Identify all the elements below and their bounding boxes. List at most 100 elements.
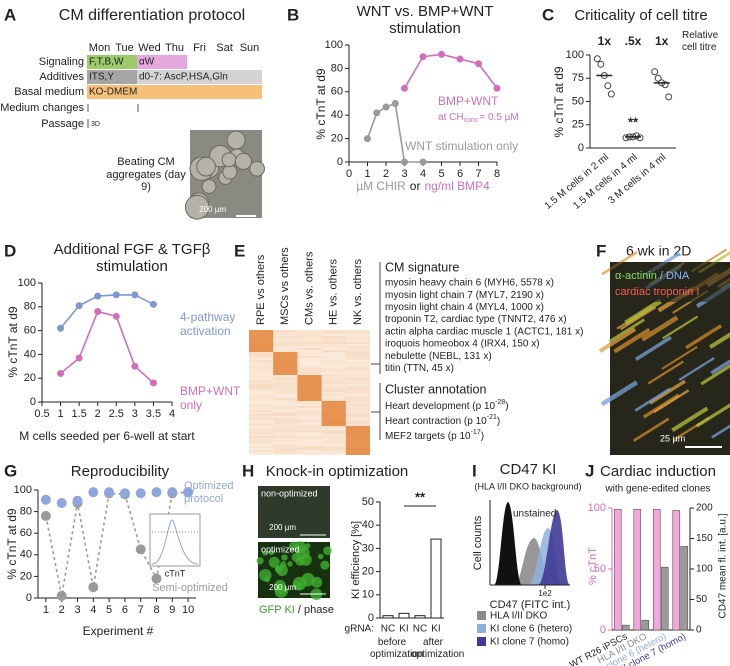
heatmap-cell bbox=[321, 374, 346, 376]
heatmap-cell bbox=[321, 330, 346, 332]
data-point bbox=[475, 60, 482, 68]
cell bbox=[259, 568, 272, 582]
heatmap-cell bbox=[321, 370, 346, 372]
data-point bbox=[167, 487, 178, 498]
heatmap-cell bbox=[249, 390, 274, 392]
x-tick-label: 6 bbox=[122, 604, 128, 616]
heatmap-cell bbox=[321, 442, 346, 444]
heatmap-cell bbox=[321, 452, 346, 454]
heatmap-cell bbox=[345, 374, 370, 376]
panel-title: 6 wk in 2D bbox=[626, 243, 691, 259]
fiber bbox=[695, 403, 730, 428]
y-tick-label: 20 bbox=[20, 570, 32, 582]
legend-label: Semi-optimized bbox=[152, 582, 228, 594]
data-point bbox=[131, 362, 139, 370]
fiber bbox=[649, 379, 686, 405]
heatmap-cell bbox=[321, 448, 346, 450]
y-tick-label: 0 bbox=[578, 142, 584, 154]
heatmap-cell bbox=[321, 332, 346, 334]
heatmap-cell bbox=[345, 388, 370, 390]
fiber bbox=[634, 335, 672, 361]
fiber bbox=[671, 406, 709, 433]
panel-letter: E bbox=[234, 241, 245, 260]
label-part: GFP KI bbox=[259, 604, 295, 616]
y-axis-label: KI efficiency [%] bbox=[350, 521, 362, 599]
data-point bbox=[94, 308, 102, 316]
heatmap-cell bbox=[345, 342, 370, 344]
heatmap-cell bbox=[249, 430, 274, 432]
heatmap-cell bbox=[273, 390, 298, 392]
heatmap-cell bbox=[345, 392, 370, 394]
heatmap-cell bbox=[297, 434, 322, 436]
aggregate bbox=[201, 178, 217, 194]
row-label: Passage bbox=[41, 118, 84, 130]
label-part: at CH bbox=[438, 112, 464, 123]
label-part: ng/ml BMP4 bbox=[424, 179, 490, 193]
heatmap-cell bbox=[273, 408, 298, 410]
heatmap-cell bbox=[297, 348, 322, 350]
heatmap-cell bbox=[321, 366, 346, 368]
heatmap-cell bbox=[345, 332, 370, 334]
heatmap-cell bbox=[297, 364, 322, 366]
heatmap-cell bbox=[273, 388, 298, 390]
data-point bbox=[57, 324, 65, 332]
bar bbox=[652, 508, 661, 631]
heatmap-cell bbox=[273, 384, 298, 386]
fiber bbox=[613, 327, 651, 354]
heatmap-cell bbox=[297, 342, 322, 344]
data-point bbox=[72, 495, 83, 506]
heatmap-cell bbox=[321, 394, 346, 396]
heatmap-cell bbox=[273, 398, 298, 400]
panel-title: Criticality of cell titre bbox=[574, 7, 707, 24]
heatmap-cell bbox=[345, 338, 370, 340]
heatmap-cell bbox=[345, 384, 370, 386]
bar bbox=[680, 546, 689, 631]
heatmap-cell bbox=[297, 438, 322, 440]
heatmap-cell bbox=[321, 428, 346, 430]
heatmap-cell bbox=[297, 452, 322, 454]
heatmap-cell bbox=[345, 386, 370, 388]
heatmap-cell bbox=[321, 358, 346, 360]
data-point bbox=[40, 494, 51, 505]
heatmap-cell bbox=[321, 336, 346, 338]
panel-subtitle: (HLA I/II DKO background) bbox=[474, 481, 581, 491]
heatmap-cell bbox=[321, 364, 346, 366]
heatmap-cell bbox=[249, 352, 274, 354]
bar bbox=[430, 538, 442, 619]
x-tick-label: 3 bbox=[132, 408, 138, 420]
heatmap-cell bbox=[273, 432, 298, 434]
data-point bbox=[456, 55, 464, 63]
heatmap-cell bbox=[249, 404, 274, 406]
heatmap-cell bbox=[273, 420, 298, 422]
panel-title: WNT vs. BMP+WNT stimulation bbox=[356, 3, 494, 38]
heatmap-cell bbox=[321, 340, 346, 342]
heatmap-cell bbox=[345, 350, 370, 352]
gene-label: troponin T2, cardiac type (TNNT2, 476 x) bbox=[385, 314, 567, 325]
fiber bbox=[598, 327, 637, 353]
heatmap-cell bbox=[273, 430, 298, 432]
aggregate bbox=[226, 130, 246, 150]
x-tick-label: 2 bbox=[59, 604, 65, 616]
y-axis-label: % cTnT bbox=[587, 547, 599, 585]
heatmap-cell bbox=[345, 400, 370, 402]
heatmap-cell bbox=[297, 352, 322, 354]
label: 25 µm bbox=[660, 433, 685, 443]
heatmap-cell bbox=[273, 414, 298, 416]
heatmap-cell bbox=[321, 380, 346, 382]
bar bbox=[382, 615, 394, 619]
category-prefix: gRNA: bbox=[345, 624, 374, 635]
y-tick-label: 80 bbox=[331, 62, 343, 74]
heatmap-cell bbox=[249, 392, 274, 394]
heatmap-cell bbox=[273, 402, 298, 404]
heatmap-cell bbox=[345, 372, 370, 374]
heatmap-block bbox=[273, 352, 298, 375]
heatmap-cell bbox=[297, 420, 322, 422]
heatmap-cell bbox=[297, 332, 322, 334]
aggregate bbox=[184, 194, 210, 220]
x-tick-label: 8 bbox=[494, 168, 500, 180]
y-tick-label: 20 bbox=[24, 372, 36, 384]
heatmap-cell bbox=[273, 396, 298, 398]
heatmap-cell bbox=[249, 356, 274, 358]
